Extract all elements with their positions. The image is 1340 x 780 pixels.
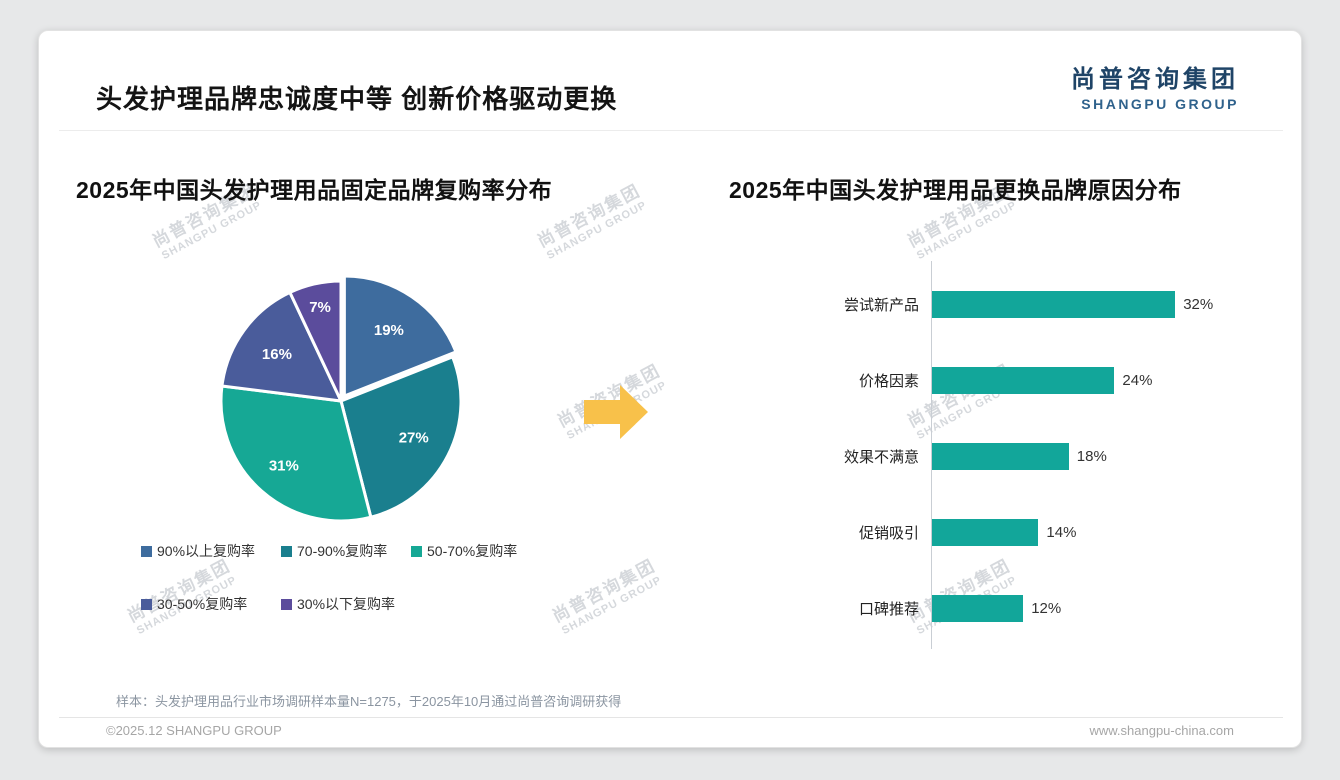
bar-chart-axis bbox=[931, 261, 932, 649]
pie-slice-2 bbox=[219, 384, 373, 523]
legend-marker bbox=[411, 545, 422, 557]
legend-item-4: 30%以下复购率 bbox=[281, 594, 411, 614]
bar-row-0: 尝试新产品 32% bbox=[781, 266, 1261, 342]
legend-label: 50-70%复购率 bbox=[427, 543, 518, 559]
bar-category-label: 价格因素 bbox=[858, 372, 919, 390]
bar-value-label: 18% bbox=[1076, 447, 1107, 465]
bar-row-2: 效果不满意 18% bbox=[781, 418, 1261, 494]
bar-row-4: 口碑推荐 12% bbox=[781, 570, 1261, 646]
bar-category-label: 口碑推荐 bbox=[858, 600, 919, 618]
bar-1 bbox=[932, 366, 1115, 394]
bar-row-1: 价格因素 24% bbox=[781, 342, 1261, 418]
legend-item-2: 50-70%复购率 bbox=[411, 541, 581, 561]
pie-slice-label: 27% bbox=[399, 430, 429, 447]
legend-marker bbox=[281, 545, 292, 557]
bar-value-label: 32% bbox=[1183, 295, 1214, 313]
bar-track: 14% bbox=[932, 518, 1077, 546]
bar-chart: 尝试新产品 32% 价格因素 24% 效果不满意 18% 促销吸引 14% 口碑推荐 12% bbox=[781, 261, 1261, 649]
bar-track: 24% bbox=[932, 366, 1153, 394]
pie-slice-3 bbox=[220, 290, 343, 403]
bar-value-label: 14% bbox=[1046, 523, 1077, 541]
bar-track: 32% bbox=[932, 290, 1214, 318]
bar-row-3: 促销吸引 14% bbox=[781, 494, 1261, 570]
bar-category-label: 促销吸引 bbox=[858, 524, 919, 542]
bar-value-label: 24% bbox=[1122, 371, 1153, 389]
legend-marker bbox=[141, 598, 152, 610]
pie-chart-title: 2025年中国头发护理用品固定品牌复购率分布 bbox=[76, 177, 553, 203]
legend-item-1: 70-90%复购率 bbox=[281, 541, 411, 561]
copyright-text: ©2025.12 SHANGPU GROUP bbox=[106, 723, 282, 738]
legend-label: 90%以上复购率 bbox=[157, 543, 256, 559]
legend-marker bbox=[281, 598, 292, 610]
bar-value-label: 12% bbox=[1031, 599, 1062, 617]
legend-label: 30-50%复购率 bbox=[157, 596, 248, 612]
legend-item-0: 90%以上复购率 bbox=[141, 541, 281, 561]
bar-4 bbox=[932, 594, 1024, 622]
bar-2 bbox=[932, 442, 1069, 470]
bar-0 bbox=[932, 290, 1176, 318]
pie-slice-label: 16% bbox=[262, 346, 292, 363]
logo-en-text: SHANGPU GROUP bbox=[1081, 96, 1239, 112]
pie-slice-1 bbox=[339, 355, 463, 519]
footer-divider bbox=[59, 717, 1283, 718]
website-text: www.shangpu-china.com bbox=[1089, 723, 1234, 738]
pie-slice-4 bbox=[288, 279, 343, 403]
page-title: 头发护理品牌忠诚度中等 创新价格驱动更换 bbox=[96, 84, 618, 114]
bar-chart-title: 2025年中国头发护理用品更换品牌原因分布 bbox=[729, 177, 1182, 203]
bar-track: 12% bbox=[932, 594, 1062, 622]
pie-slice-label: 19% bbox=[374, 322, 404, 339]
pie-chart: 19% 27% 31% 16% 7% bbox=[219, 274, 463, 523]
legend-item-3: 30-50%复购率 bbox=[141, 594, 281, 614]
header-divider bbox=[59, 130, 1283, 131]
company-logo: 尚普咨询集团 SHANGPU GROUP bbox=[1071, 59, 1239, 112]
logo-cn-text: 尚普咨询集团 bbox=[1071, 66, 1239, 93]
report-card: 尚普咨询集团 SHANGPU GROUP 尚普咨询集团 SHANGPU GROU… bbox=[38, 30, 1302, 748]
pie-legend: 90%以上复购率 70-90%复购率 50-70%复购率 30-50%复购率 30%以下… bbox=[141, 541, 611, 614]
sample-note: 样本：头发护理用品行业市场调研样本量N=1275，于2025年10月通过尚普咨询… bbox=[116, 694, 622, 709]
bar-category-label: 效果不满意 bbox=[843, 448, 919, 466]
bar-track: 18% bbox=[932, 442, 1107, 470]
bar-3 bbox=[932, 518, 1039, 546]
legend-marker bbox=[141, 545, 152, 557]
legend-label: 70-90%复购率 bbox=[297, 543, 388, 559]
pie-slice-label: 7% bbox=[309, 299, 331, 316]
bar-category-label: 尝试新产品 bbox=[843, 296, 919, 314]
pie-slice-label: 31% bbox=[269, 457, 299, 474]
arrow-right-icon bbox=[584, 385, 648, 439]
legend-label: 30%以下复购率 bbox=[297, 596, 396, 612]
pie-slice-0 bbox=[342, 274, 458, 398]
